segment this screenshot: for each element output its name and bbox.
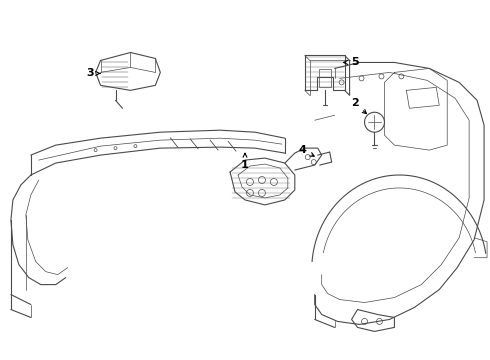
Text: 3: 3	[87, 68, 100, 78]
Text: 2: 2	[351, 98, 367, 114]
Text: 4: 4	[299, 145, 314, 156]
Text: 5: 5	[343, 58, 358, 67]
Text: 1: 1	[241, 153, 249, 170]
Bar	[318, 69, 331, 87]
